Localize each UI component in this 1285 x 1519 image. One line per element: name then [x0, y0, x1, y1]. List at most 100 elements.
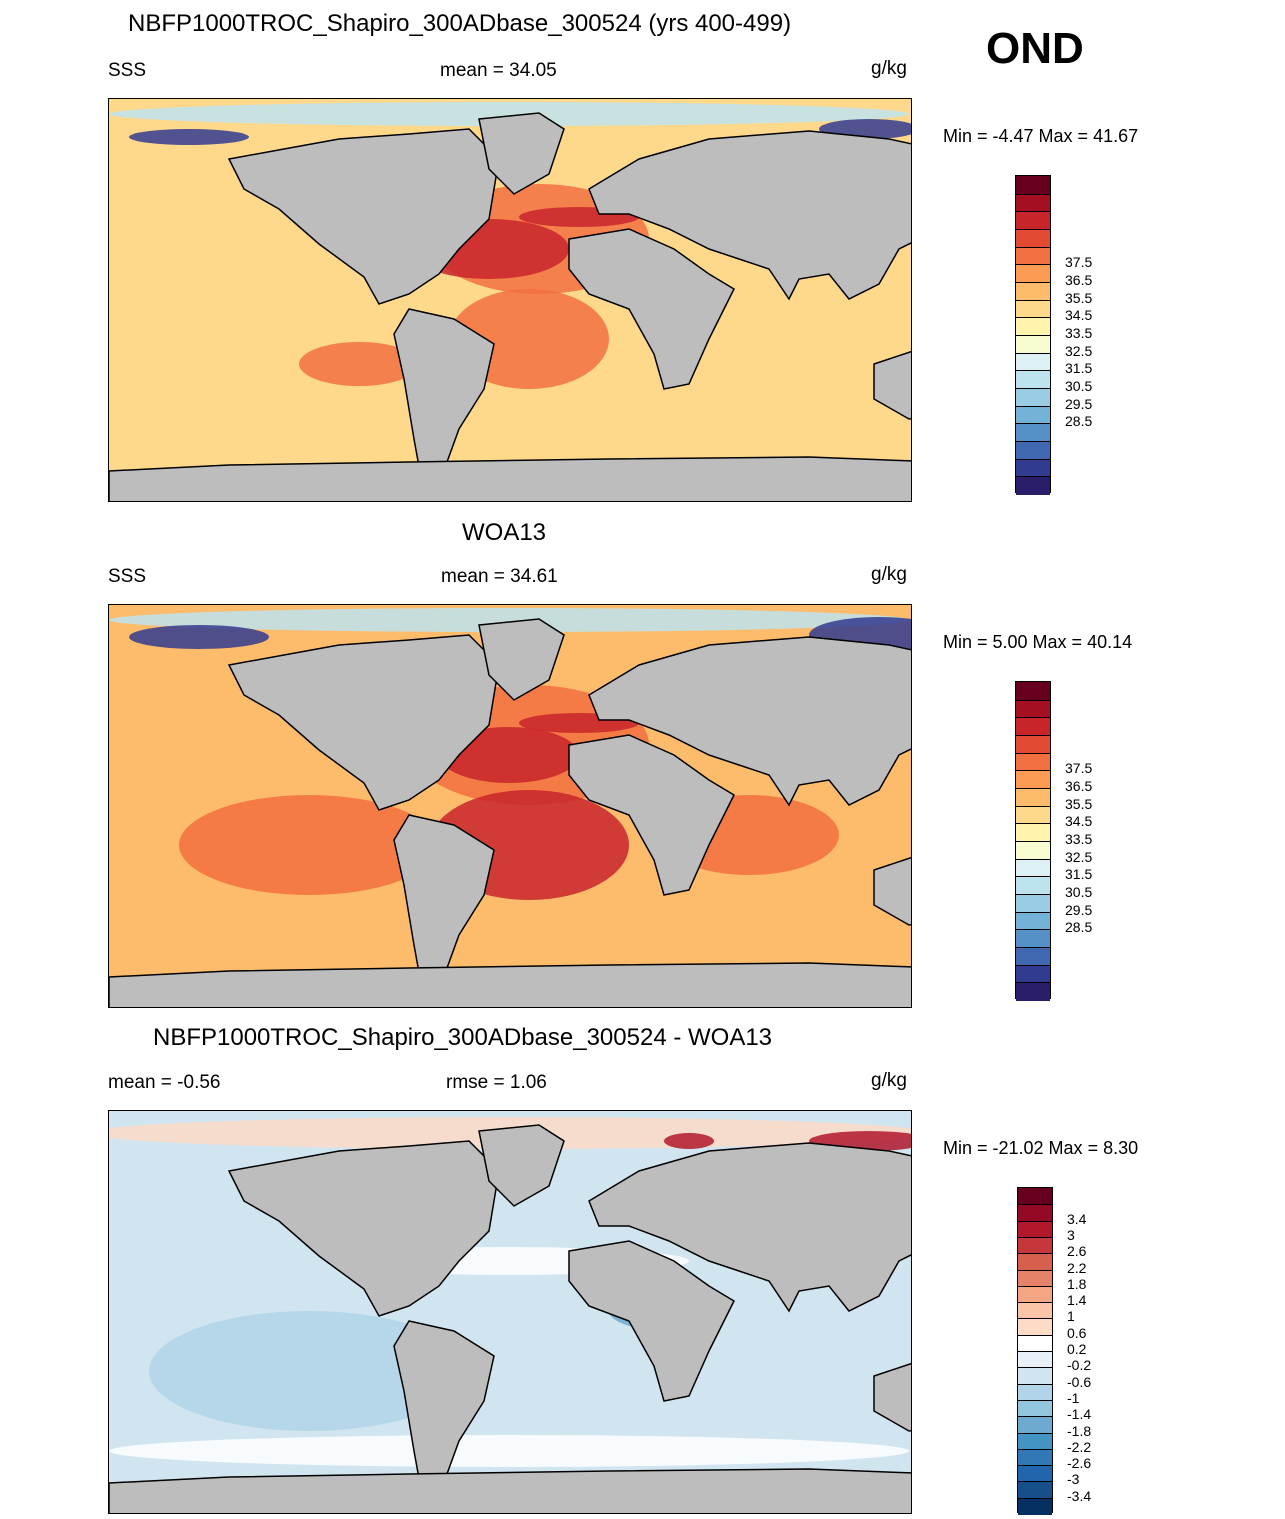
colorbar-swatch [1018, 1481, 1052, 1499]
colorbar-swatch [1016, 894, 1050, 913]
colorbar-swatch [1016, 246, 1050, 266]
colorbar-tick-label: -1 [1067, 1389, 1080, 1406]
panel3-mean-label: mean = -0.56 [108, 1072, 221, 1093]
colorbar-tick-label: 3.4 [1067, 1210, 1087, 1227]
colorbar-swatch [1016, 193, 1050, 213]
panel3-minmax-label: Min = -21.02 Max = 8.30 [943, 1138, 1139, 1158]
colorbar-swatch [1016, 441, 1050, 460]
landmass-greenland [478, 1124, 565, 1207]
colorbar-swatch [1018, 1432, 1052, 1450]
colorbar-tick-label: -1.8 [1067, 1422, 1092, 1439]
colorbar-swatch [1016, 805, 1050, 825]
panel3-colorbar: 3.4 3 2.6 2.2 1.8 1.4 1 0.6 0.2 -0.2 -0.6 -1 -1.4 -1.… [1017, 1187, 1137, 1515]
colorbar-tick-label: 31.5 [1065, 866, 1093, 883]
landmass-north-america [227, 128, 500, 305]
colorbar-tick-label: -0.6 [1067, 1373, 1092, 1390]
colorbar-tick-label: 32.5 [1065, 342, 1093, 359]
field-warm-2 [664, 1133, 714, 1149]
panel2-mean-label: mean = 34.61 [441, 566, 558, 587]
panel1-map [108, 98, 912, 502]
colorbar-strip [1017, 1187, 1053, 1515]
colorbar-tick-label: 3 [1067, 1226, 1075, 1243]
field-arctic-w [129, 625, 269, 649]
landmass-greenland [478, 618, 565, 701]
colorbar-swatch [1016, 699, 1050, 719]
colorbar-tick-label: 2.6 [1067, 1243, 1087, 1260]
colorbar-tick-label: 0.6 [1067, 1324, 1087, 1341]
colorbar-tick-label: 30.5 [1065, 378, 1093, 394]
colorbar-swatch [1016, 823, 1050, 842]
landmass-greenland [478, 112, 565, 195]
colorbar-swatch [1016, 176, 1050, 195]
panel2-minmax-label: Min = 5.00 Max = 40.14 [943, 632, 1133, 652]
landmass-antarctica [109, 456, 911, 501]
panel1-title: NBFP1000TROC_Shapiro_300ADbase_300524 (y… [128, 10, 792, 37]
colorbar-swatch [1018, 1253, 1052, 1271]
colorbar-tick-label: -2.2 [1067, 1438, 1092, 1455]
colorbar-swatch [1016, 317, 1050, 336]
colorbar-tick-label: 1.8 [1067, 1275, 1087, 1292]
panel3-map [108, 1110, 912, 1514]
colorbar-swatch [1016, 770, 1050, 789]
colorbar-swatch [1018, 1465, 1052, 1483]
colorbar-swatch [1016, 476, 1050, 495]
panel2-colorbar: 37.5 36.5 35.5 34.5 33.5 32.5 31.5 30.5 29.5 28.5 [1015, 681, 1135, 1001]
colorbar-tick-label: -0.2 [1067, 1357, 1092, 1374]
colorbar-swatch [1018, 1220, 1052, 1238]
colorbar-swatch [1016, 335, 1050, 354]
panel1-units-label: g/kg [871, 58, 907, 79]
colorbar-swatch [1016, 982, 1050, 1001]
field-fresh-n [109, 608, 909, 632]
colorbar-tick-label: 0.2 [1067, 1341, 1087, 1357]
field-neg-sp [149, 1311, 469, 1431]
colorbar-tick-label: -1.4 [1067, 1406, 1092, 1423]
colorbar-tick-label: 33.5 [1065, 831, 1093, 847]
landmass-antarctica [109, 962, 911, 1007]
colorbar-swatch [1018, 1448, 1052, 1467]
colorbar-tick-label: 34.5 [1065, 307, 1093, 324]
colorbar-swatch [1016, 405, 1050, 425]
panel3-rmse-label: rmse = 1.06 [446, 1072, 547, 1093]
colorbar-swatch [1018, 1367, 1052, 1385]
field-fresh-n [109, 102, 909, 126]
panel1-colorbar: 37.5 36.5 35.5 34.5 33.5 32.5 31.5 30.5 29.5 28.5 [1015, 175, 1135, 495]
colorbar-tick-label: -2.6 [1067, 1455, 1092, 1472]
colorbar-swatch [1016, 682, 1050, 701]
colorbar-swatch [1016, 858, 1050, 878]
colorbar-swatch [1016, 947, 1050, 966]
panel2-map [108, 604, 912, 1008]
landmass-north-america [227, 634, 500, 811]
colorbar-swatch [1016, 282, 1050, 301]
colorbar-swatch [1018, 1383, 1052, 1401]
colorbar-swatch [1018, 1351, 1052, 1369]
colorbar-tick-label: 1.4 [1067, 1292, 1087, 1309]
colorbar-tick-label: 28.5 [1065, 919, 1093, 936]
colorbar-swatch [1016, 423, 1050, 442]
colorbar-tick-label: 32.5 [1065, 848, 1093, 865]
colorbar-swatch [1018, 1269, 1052, 1287]
colorbar-tick-label: 36.5 [1065, 778, 1093, 794]
landmass-north-america [227, 1140, 500, 1317]
panel1-mean-label: mean = 34.05 [440, 60, 557, 81]
colorbar-swatch [1016, 788, 1050, 807]
colorbar-swatch [1018, 1497, 1052, 1515]
colorbar-tick-label: 29.5 [1065, 901, 1093, 918]
colorbar-strip [1015, 175, 1051, 495]
landmass-australia [873, 350, 911, 420]
colorbar-tick-label: 2.2 [1067, 1259, 1087, 1276]
colorbar-swatch [1018, 1318, 1052, 1336]
colorbar-swatch [1016, 299, 1050, 319]
colorbar-swatch [1016, 964, 1050, 984]
colorbar-tick-label: -3.4 [1067, 1487, 1092, 1504]
landmass-africa [568, 1240, 735, 1402]
colorbar-swatch [1016, 388, 1050, 407]
landmass-eurasia [588, 1142, 911, 1313]
colorbar-tick-label: 31.5 [1065, 360, 1093, 377]
landmass-australia [873, 1362, 911, 1432]
colorbar-tick-label: 33.5 [1065, 325, 1093, 341]
landmass-eurasia [588, 130, 911, 301]
colorbar-tick-label: -3 [1067, 1471, 1080, 1488]
panel3-title: NBFP1000TROC_Shapiro_300ADbase_300524 - … [153, 1024, 773, 1051]
colorbar-swatch [1016, 911, 1050, 931]
colorbar-swatch [1016, 352, 1050, 372]
